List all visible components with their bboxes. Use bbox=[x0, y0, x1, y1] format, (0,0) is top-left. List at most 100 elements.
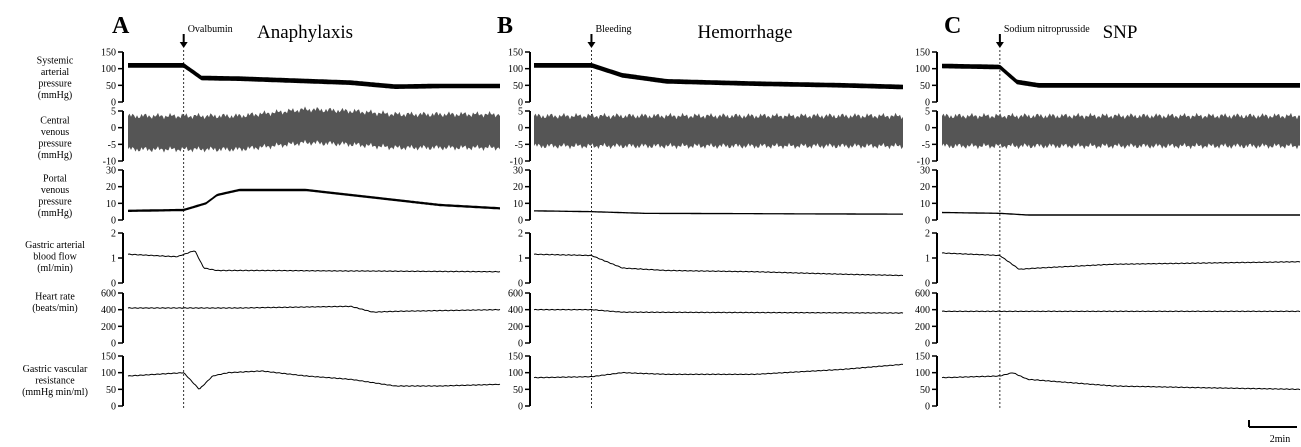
y-tick-label: -5 bbox=[515, 140, 523, 151]
y-tick-label: 1 bbox=[518, 254, 523, 265]
row-label-line: Central bbox=[40, 116, 70, 127]
trace-line bbox=[533, 363, 904, 379]
y-tick-label: 50 bbox=[920, 385, 930, 396]
trace-band bbox=[534, 112, 903, 150]
trace-band bbox=[942, 211, 1300, 216]
y-tick-label: 200 bbox=[508, 322, 523, 333]
event-arrow-head bbox=[995, 42, 1004, 48]
y-tick-label: 50 bbox=[513, 81, 523, 92]
y-tick-label: 600 bbox=[915, 289, 930, 300]
row-label-line: pressure bbox=[38, 139, 72, 150]
panel-letter: B bbox=[497, 13, 513, 39]
y-tick-label: 1 bbox=[925, 254, 930, 265]
panel-c-row-5: 0 200 400 600 bbox=[915, 289, 1301, 350]
trace-band bbox=[534, 210, 903, 215]
row-label-line: venous bbox=[41, 185, 69, 196]
panel-b-row-6: 0 50 100 150 bbox=[508, 352, 904, 413]
row-label-line: (mmHg) bbox=[38, 208, 72, 219]
y-tick-label: 0 bbox=[925, 216, 930, 227]
event-label: Bleeding bbox=[595, 24, 631, 35]
trace-line bbox=[941, 252, 1301, 270]
panel-a-row-4: 0 1 2 bbox=[111, 229, 501, 290]
y-tick-label: 0 bbox=[111, 402, 116, 413]
y-tick-label: 0 bbox=[111, 98, 116, 109]
y-tick-label: 2 bbox=[925, 229, 930, 240]
trace-line bbox=[941, 310, 1301, 313]
row-label-line: Systemic bbox=[37, 56, 74, 67]
y-tick-label: 0 bbox=[518, 216, 523, 227]
panel-b-row-3: 0 10 20 30 bbox=[513, 166, 903, 227]
y-tick-label: -10 bbox=[510, 157, 523, 168]
panel-b-row-5: 0 200 400 600 bbox=[508, 289, 904, 350]
panel-title: SNP bbox=[1103, 22, 1138, 43]
panel-c-row-4: 0 1 2 bbox=[925, 229, 1301, 290]
y-tick-label: 100 bbox=[915, 64, 930, 75]
y-tick-label: 100 bbox=[101, 64, 116, 75]
panel-letter: C bbox=[944, 13, 961, 39]
y-tick-label: -5 bbox=[922, 140, 930, 151]
row-label-line: pressure bbox=[38, 79, 72, 90]
row-label-line: blood flow bbox=[33, 252, 77, 263]
trace-band bbox=[942, 63, 1300, 88]
row-label-line: (beats/min) bbox=[32, 303, 78, 314]
y-tick-label: 30 bbox=[920, 166, 930, 177]
y-tick-label: 20 bbox=[106, 182, 116, 193]
trace-band bbox=[534, 63, 903, 90]
panel-a-row-2: -10 -5 0 5 bbox=[103, 106, 500, 168]
panel-title: Hemorrhage bbox=[698, 22, 793, 43]
y-tick-label: 0 bbox=[925, 339, 930, 350]
y-tick-label: 150 bbox=[101, 352, 116, 363]
y-tick-label: 0 bbox=[518, 339, 523, 350]
y-tick-label: 0 bbox=[111, 339, 116, 350]
y-tick-label: 400 bbox=[915, 305, 930, 316]
y-tick-label: 0 bbox=[925, 98, 930, 109]
panel-a-row-6: 0 50 100 150 bbox=[101, 352, 501, 413]
row-label-line: arterial bbox=[41, 67, 70, 78]
trace-band bbox=[942, 112, 1300, 150]
y-tick-label: 400 bbox=[101, 305, 116, 316]
panel-c-row-6: 0 50 100 150 bbox=[915, 352, 1301, 413]
trace-band bbox=[128, 63, 500, 89]
trace-band bbox=[128, 106, 500, 153]
y-tick-label: -10 bbox=[103, 157, 116, 168]
y-tick-label: 0 bbox=[518, 402, 523, 413]
y-tick-label: 5 bbox=[111, 107, 116, 118]
row-label-line: Heart rate bbox=[35, 292, 75, 303]
row-label-line: Gastric vascular bbox=[23, 364, 88, 375]
y-tick-label: 200 bbox=[101, 322, 116, 333]
y-tick-label: 50 bbox=[106, 385, 116, 396]
y-tick-label: 150 bbox=[101, 48, 116, 59]
y-tick-label: 100 bbox=[508, 64, 523, 75]
y-tick-label: 10 bbox=[920, 199, 930, 210]
panel-b-row-2: -10 -5 0 5 bbox=[510, 107, 903, 168]
panel-a-row-5: 0 200 400 600 bbox=[101, 289, 501, 350]
trace-line bbox=[941, 372, 1301, 391]
row-label-line: pressure bbox=[38, 197, 72, 208]
y-tick-label: 0 bbox=[925, 123, 930, 134]
y-tick-label: 0 bbox=[925, 402, 930, 413]
y-tick-label: 0 bbox=[111, 279, 116, 290]
row-label-line: (mmHg) bbox=[38, 150, 72, 161]
trace-line bbox=[533, 308, 904, 314]
trace-line bbox=[127, 305, 501, 313]
y-tick-label: 150 bbox=[508, 352, 523, 363]
scale-bar-label: 2min bbox=[1270, 434, 1291, 445]
panel-c-row-1: 0 50 100 150 bbox=[915, 48, 1300, 109]
y-tick-label: 150 bbox=[508, 48, 523, 59]
y-tick-label: 0 bbox=[925, 279, 930, 290]
event-label: Ovalbumin bbox=[188, 24, 233, 35]
y-tick-label: -5 bbox=[108, 140, 116, 151]
y-tick-label: 600 bbox=[101, 289, 116, 300]
y-tick-label: 30 bbox=[106, 166, 116, 177]
y-tick-label: 10 bbox=[106, 199, 116, 210]
y-tick-label: 10 bbox=[513, 199, 523, 210]
y-tick-label: 20 bbox=[513, 182, 523, 193]
row-label-line: resistance bbox=[35, 376, 75, 387]
row-label-line: venous bbox=[41, 127, 69, 138]
row-label-line: Gastric arterial bbox=[25, 240, 85, 251]
